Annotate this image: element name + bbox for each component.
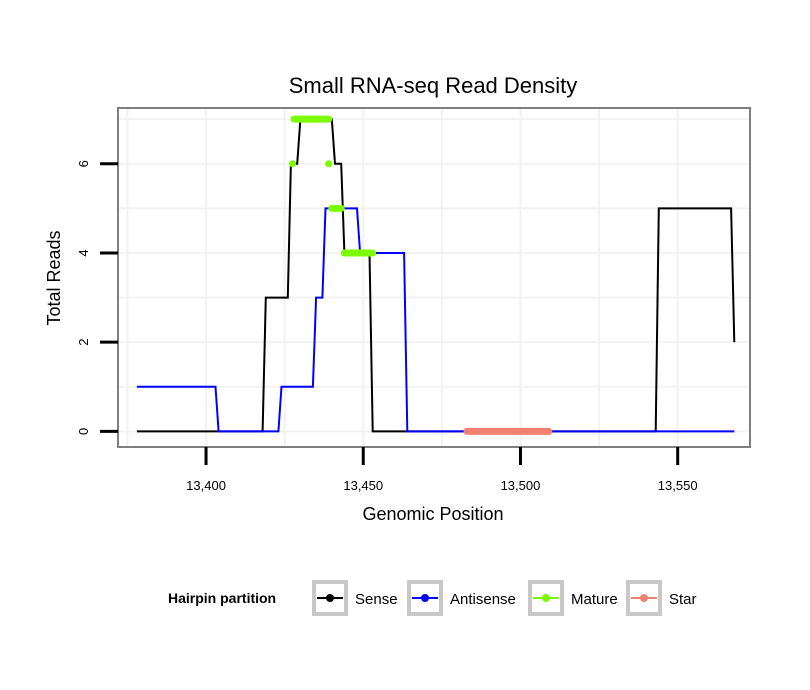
y-tick-label: 0 <box>76 428 91 435</box>
series-line-sense <box>136 118 736 433</box>
legend-label: Sense <box>355 591 398 608</box>
legend-entry-sense: Sense <box>312 580 398 616</box>
legend-entry-antisense: Antisense <box>407 580 516 616</box>
plot-panel-border <box>117 107 751 448</box>
series-layer <box>136 115 736 435</box>
legend-label: Star <box>669 591 697 608</box>
grid <box>118 108 750 447</box>
legend-key-point <box>326 594 334 602</box>
legend-title: Hairpin partition <box>168 590 276 606</box>
chart-title: Small RNA-seq Read Density <box>289 73 578 98</box>
y-axis-title: Total Reads <box>44 230 64 325</box>
legend-label: Antisense <box>450 591 516 608</box>
y-tick-label: 2 <box>76 339 91 346</box>
legend-entry-star: Star <box>626 580 697 616</box>
x-axis-title: Genomic Position <box>362 504 503 524</box>
series-line-antisense <box>136 207 735 433</box>
legend-key-point <box>542 594 550 602</box>
legend-key-point <box>421 594 429 602</box>
legend-entry-mature: Mature <box>528 580 618 616</box>
y-tick-label: 4 <box>76 249 91 256</box>
y-tick-label: 6 <box>76 160 91 167</box>
legend-label: Mature <box>571 591 618 608</box>
x-tick-label: 13,450 <box>343 478 383 493</box>
legend: Hairpin partition Sense Antisense Mature St… <box>168 580 697 616</box>
x-tick-label: 13,550 <box>658 478 698 493</box>
x-axis: 13,400 13,450 13,500 13,550 <box>186 447 698 493</box>
y-axis: 0 2 4 6 <box>76 160 118 435</box>
x-tick-label: 13,400 <box>186 478 226 493</box>
x-tick-label: 13,500 <box>501 478 541 493</box>
legend-key-point <box>640 594 648 602</box>
